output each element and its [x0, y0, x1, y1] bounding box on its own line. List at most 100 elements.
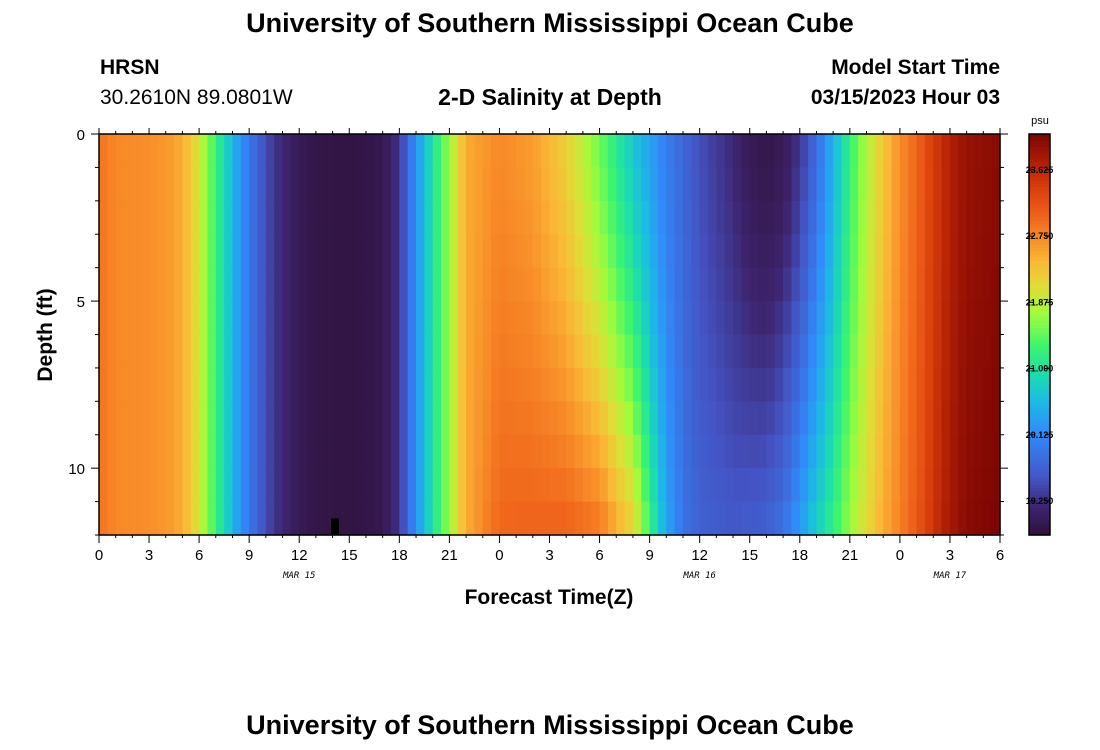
heatmap-cell — [215, 234, 225, 269]
heatmap-cell — [332, 234, 342, 269]
heatmap-cell — [115, 267, 125, 302]
heatmap-cell — [766, 501, 776, 536]
heatmap-cell — [557, 501, 567, 536]
heatmap-cell — [582, 234, 592, 269]
heatmap-cell — [933, 434, 943, 469]
heatmap-cell — [332, 367, 342, 402]
heatmap-cell — [858, 234, 868, 269]
heatmap-cell — [474, 267, 484, 302]
heatmap-cell — [432, 167, 442, 202]
colorbar-segment — [1029, 424, 1050, 429]
heatmap-cell — [432, 234, 442, 269]
heatmap-cell — [974, 334, 984, 369]
heatmap-cell — [833, 267, 843, 302]
heatmap-cell — [365, 234, 375, 269]
colorbar-segment — [1029, 461, 1050, 466]
heatmap-cell — [249, 334, 259, 369]
heatmap-cell — [649, 234, 659, 269]
heatmap-cell — [641, 134, 651, 169]
heatmap-cell — [257, 434, 267, 469]
station-coordinates: 30.2610N 89.0801W — [100, 86, 293, 109]
heatmap-cell — [299, 367, 309, 402]
heatmap-cell — [224, 301, 234, 336]
heatmap-cell — [657, 134, 667, 169]
colorbar-segment — [1029, 164, 1050, 169]
heatmap-cell — [591, 267, 601, 302]
heatmap-cell — [933, 401, 943, 436]
heatmap-cell — [958, 200, 968, 235]
heatmap-cell — [432, 434, 442, 469]
heatmap-cell — [424, 267, 434, 302]
heatmap-cell — [457, 134, 467, 169]
heatmap-cell — [466, 200, 476, 235]
heatmap-cell — [916, 167, 926, 202]
heatmap-cell — [516, 367, 526, 402]
colorbar-segment — [1029, 237, 1050, 242]
heatmap-cell — [783, 200, 793, 235]
heatmap-cell — [140, 401, 150, 436]
heatmap-cell — [766, 167, 776, 202]
heatmap-cell — [724, 267, 734, 302]
heatmap-cell — [816, 468, 826, 503]
heatmap-cell — [783, 134, 793, 169]
heatmap-cell — [382, 401, 392, 436]
heatmap-cell — [666, 234, 676, 269]
heatmap-cell — [916, 434, 926, 469]
heatmap-cell — [324, 200, 334, 235]
heatmap-cell — [566, 367, 576, 402]
heatmap-cell — [799, 134, 809, 169]
heatmap-cell — [599, 200, 609, 235]
heatmap-cell — [799, 200, 809, 235]
colorbar-segment — [1029, 194, 1050, 199]
heatmap-cell — [566, 200, 576, 235]
heatmap-cell — [99, 367, 108, 402]
heatmap-cell — [432, 267, 442, 302]
heatmap-cell — [858, 200, 868, 235]
heatmap-cell — [824, 434, 834, 469]
heatmap-cell — [682, 200, 692, 235]
heatmap-cell — [599, 334, 609, 369]
heatmap-cell — [332, 434, 342, 469]
heatmap-cell — [232, 234, 242, 269]
heatmap-cell — [157, 167, 167, 202]
heatmap-cell — [891, 501, 901, 536]
heatmap-cell — [282, 134, 292, 169]
heatmap-cell — [407, 334, 417, 369]
heatmap-cell — [174, 434, 184, 469]
colorbar-segment — [1029, 214, 1050, 219]
heatmap-cell — [249, 267, 259, 302]
heatmap-cell — [424, 200, 434, 235]
y-tick-label: 0 — [77, 127, 85, 144]
heatmap-cell — [349, 501, 359, 536]
heatmap-cell — [357, 200, 367, 235]
heatmap-cell — [265, 200, 275, 235]
heatmap-cell — [124, 468, 133, 503]
heatmap-cell — [274, 401, 284, 436]
heatmap-cell — [390, 468, 400, 503]
heatmap-cell — [874, 401, 884, 436]
heatmap-cell — [974, 468, 984, 503]
heatmap-cell — [357, 167, 367, 202]
heatmap-cell — [899, 468, 909, 503]
heatmap-cell — [107, 301, 117, 336]
heatmap-cell — [199, 468, 209, 503]
heatmap-cell — [474, 434, 484, 469]
heatmap-cell — [290, 434, 300, 469]
heatmap-cell — [941, 200, 951, 235]
heatmap-cell — [532, 401, 542, 436]
heatmap-cell — [224, 334, 234, 369]
heatmap-cell — [399, 468, 409, 503]
heatmap-cell — [883, 334, 893, 369]
heatmap-cell — [149, 334, 158, 369]
heatmap-cell — [774, 434, 784, 469]
heatmap-cell — [124, 401, 133, 436]
heatmap-cell — [899, 267, 909, 302]
heatmap-cell — [215, 200, 225, 235]
heatmap-cell — [733, 200, 742, 235]
colorbar-tick-label: 21.875 — [1026, 297, 1054, 307]
heatmap-cell — [966, 367, 976, 402]
heatmap-cell — [390, 501, 400, 536]
heatmap-cell — [833, 200, 843, 235]
heatmap-cell — [215, 301, 225, 336]
colorbar-segment — [1029, 421, 1050, 426]
